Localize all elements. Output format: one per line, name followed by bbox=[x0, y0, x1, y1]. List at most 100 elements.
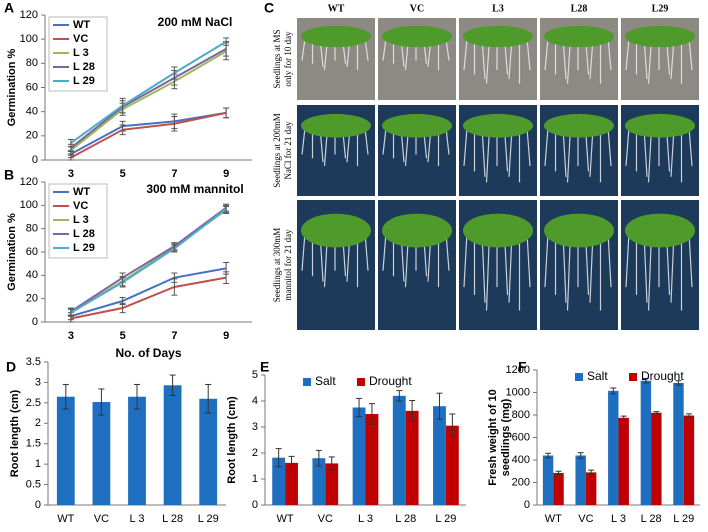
y-tick-label: 0.5 bbox=[26, 478, 41, 490]
root bbox=[301, 127, 306, 155]
leaves bbox=[544, 25, 614, 48]
column-header: VC bbox=[410, 3, 424, 14]
y-tick-label: 120 bbox=[20, 176, 38, 188]
legend-label: L 29 bbox=[73, 242, 95, 254]
leaves bbox=[625, 25, 695, 48]
error-bar bbox=[134, 383, 140, 410]
x-tick-label: L 29 bbox=[435, 513, 456, 525]
y-tick-label: 3 bbox=[252, 421, 258, 433]
legend-swatch bbox=[357, 378, 365, 386]
y-tick-label: 200 bbox=[512, 476, 530, 488]
leaves bbox=[382, 25, 452, 48]
x-tick-label: 7 bbox=[171, 330, 177, 342]
seedling-photo bbox=[459, 105, 537, 196]
column-header: WT bbox=[328, 3, 345, 14]
legend-label: L 28 bbox=[73, 61, 95, 73]
chart-title: 300 mM mannitol bbox=[146, 182, 243, 196]
error-bar bbox=[449, 413, 456, 438]
error-bar bbox=[315, 449, 322, 467]
y-tick-label: 0 bbox=[252, 499, 258, 511]
legend-swatch bbox=[303, 378, 311, 386]
line bbox=[70, 50, 227, 152]
error-bar bbox=[119, 277, 126, 288]
error-bar bbox=[119, 124, 126, 136]
y-axis-label: Root length (cm) bbox=[9, 389, 21, 477]
error-bar bbox=[396, 390, 403, 402]
root bbox=[688, 232, 693, 288]
seedling-photo bbox=[297, 200, 375, 330]
x-tick-label: VC bbox=[94, 513, 109, 525]
error-bar bbox=[610, 387, 617, 395]
leaves bbox=[625, 113, 695, 138]
y-tick-label: 20 bbox=[26, 293, 38, 305]
bar bbox=[433, 406, 446, 505]
x-tick-label: 7 bbox=[171, 168, 177, 180]
y-tick-label: 80 bbox=[26, 57, 38, 69]
line bbox=[70, 206, 227, 313]
root bbox=[382, 127, 387, 155]
leaves bbox=[463, 25, 533, 48]
seedling-photo bbox=[540, 200, 618, 330]
x-tick-label: L 29 bbox=[673, 513, 694, 525]
x-tick-label: 9 bbox=[223, 330, 229, 342]
y-tick-label: 2.5 bbox=[26, 397, 41, 409]
root bbox=[526, 232, 531, 288]
y-tick-label: 0 bbox=[524, 499, 530, 511]
x-tick-label: L 28 bbox=[395, 513, 416, 525]
y-tick-label: 400 bbox=[512, 454, 530, 466]
root bbox=[463, 127, 468, 167]
root bbox=[526, 127, 531, 167]
error-bar bbox=[223, 107, 230, 119]
bar bbox=[683, 415, 695, 505]
x-tick-label: L 29 bbox=[198, 513, 219, 525]
error-bar bbox=[223, 204, 230, 213]
error-bar bbox=[653, 411, 660, 415]
y-tick-label: 1200 bbox=[506, 364, 530, 376]
legend-swatch bbox=[575, 373, 583, 381]
y-tick-label: 80 bbox=[26, 223, 38, 235]
error-bar bbox=[685, 413, 692, 418]
y-tick-label: 4 bbox=[252, 395, 258, 407]
x-tick-label: 3 bbox=[68, 330, 74, 342]
y-tick-label: 5 bbox=[252, 369, 258, 381]
root bbox=[463, 232, 468, 288]
y-tick-label: 2 bbox=[252, 447, 258, 459]
seedling-photo bbox=[378, 18, 456, 100]
legend-label: Drought bbox=[369, 374, 412, 388]
x-tick-label: VC bbox=[578, 513, 593, 525]
bar bbox=[553, 472, 564, 505]
leaves bbox=[544, 113, 614, 138]
y-tick-label: 20 bbox=[26, 130, 38, 142]
root bbox=[526, 38, 531, 71]
x-tick-label: L 3 bbox=[130, 513, 145, 525]
chart-title: 200 mM NaCl bbox=[158, 15, 233, 29]
row-label: NaCl for 21 day bbox=[283, 121, 293, 180]
error-bar bbox=[171, 244, 178, 253]
line bbox=[70, 47, 227, 149]
x-tick-label: 3 bbox=[68, 168, 74, 180]
y-axis-label: Root length (cm) bbox=[226, 396, 238, 484]
error-bar bbox=[171, 66, 178, 80]
legend: WT VC L 3 L 28 L 29 bbox=[48, 183, 108, 259]
legend-label: Drought bbox=[641, 369, 684, 383]
y-tick-label: 1.5 bbox=[26, 438, 41, 450]
line bbox=[70, 111, 227, 159]
seedling-photo bbox=[297, 18, 375, 100]
legend-label: L 28 bbox=[73, 228, 95, 240]
error-bar bbox=[409, 399, 416, 422]
leaves bbox=[301, 213, 371, 248]
legend: WT VC L 3 L 28 L 29 bbox=[48, 16, 108, 92]
y-tick-label: 100 bbox=[20, 33, 38, 45]
x-tick-label: 5 bbox=[120, 330, 126, 342]
y-tick-label: 60 bbox=[26, 81, 38, 93]
x-tick-label: WT bbox=[545, 513, 562, 525]
y-tick-label: 2 bbox=[35, 417, 41, 429]
y-tick-label: 1 bbox=[35, 458, 41, 470]
root bbox=[625, 38, 630, 71]
root bbox=[382, 38, 387, 61]
bar bbox=[128, 396, 146, 505]
row-label: Seedlings at 300mM bbox=[272, 228, 282, 303]
error-bar bbox=[171, 116, 178, 132]
bar bbox=[585, 472, 597, 505]
